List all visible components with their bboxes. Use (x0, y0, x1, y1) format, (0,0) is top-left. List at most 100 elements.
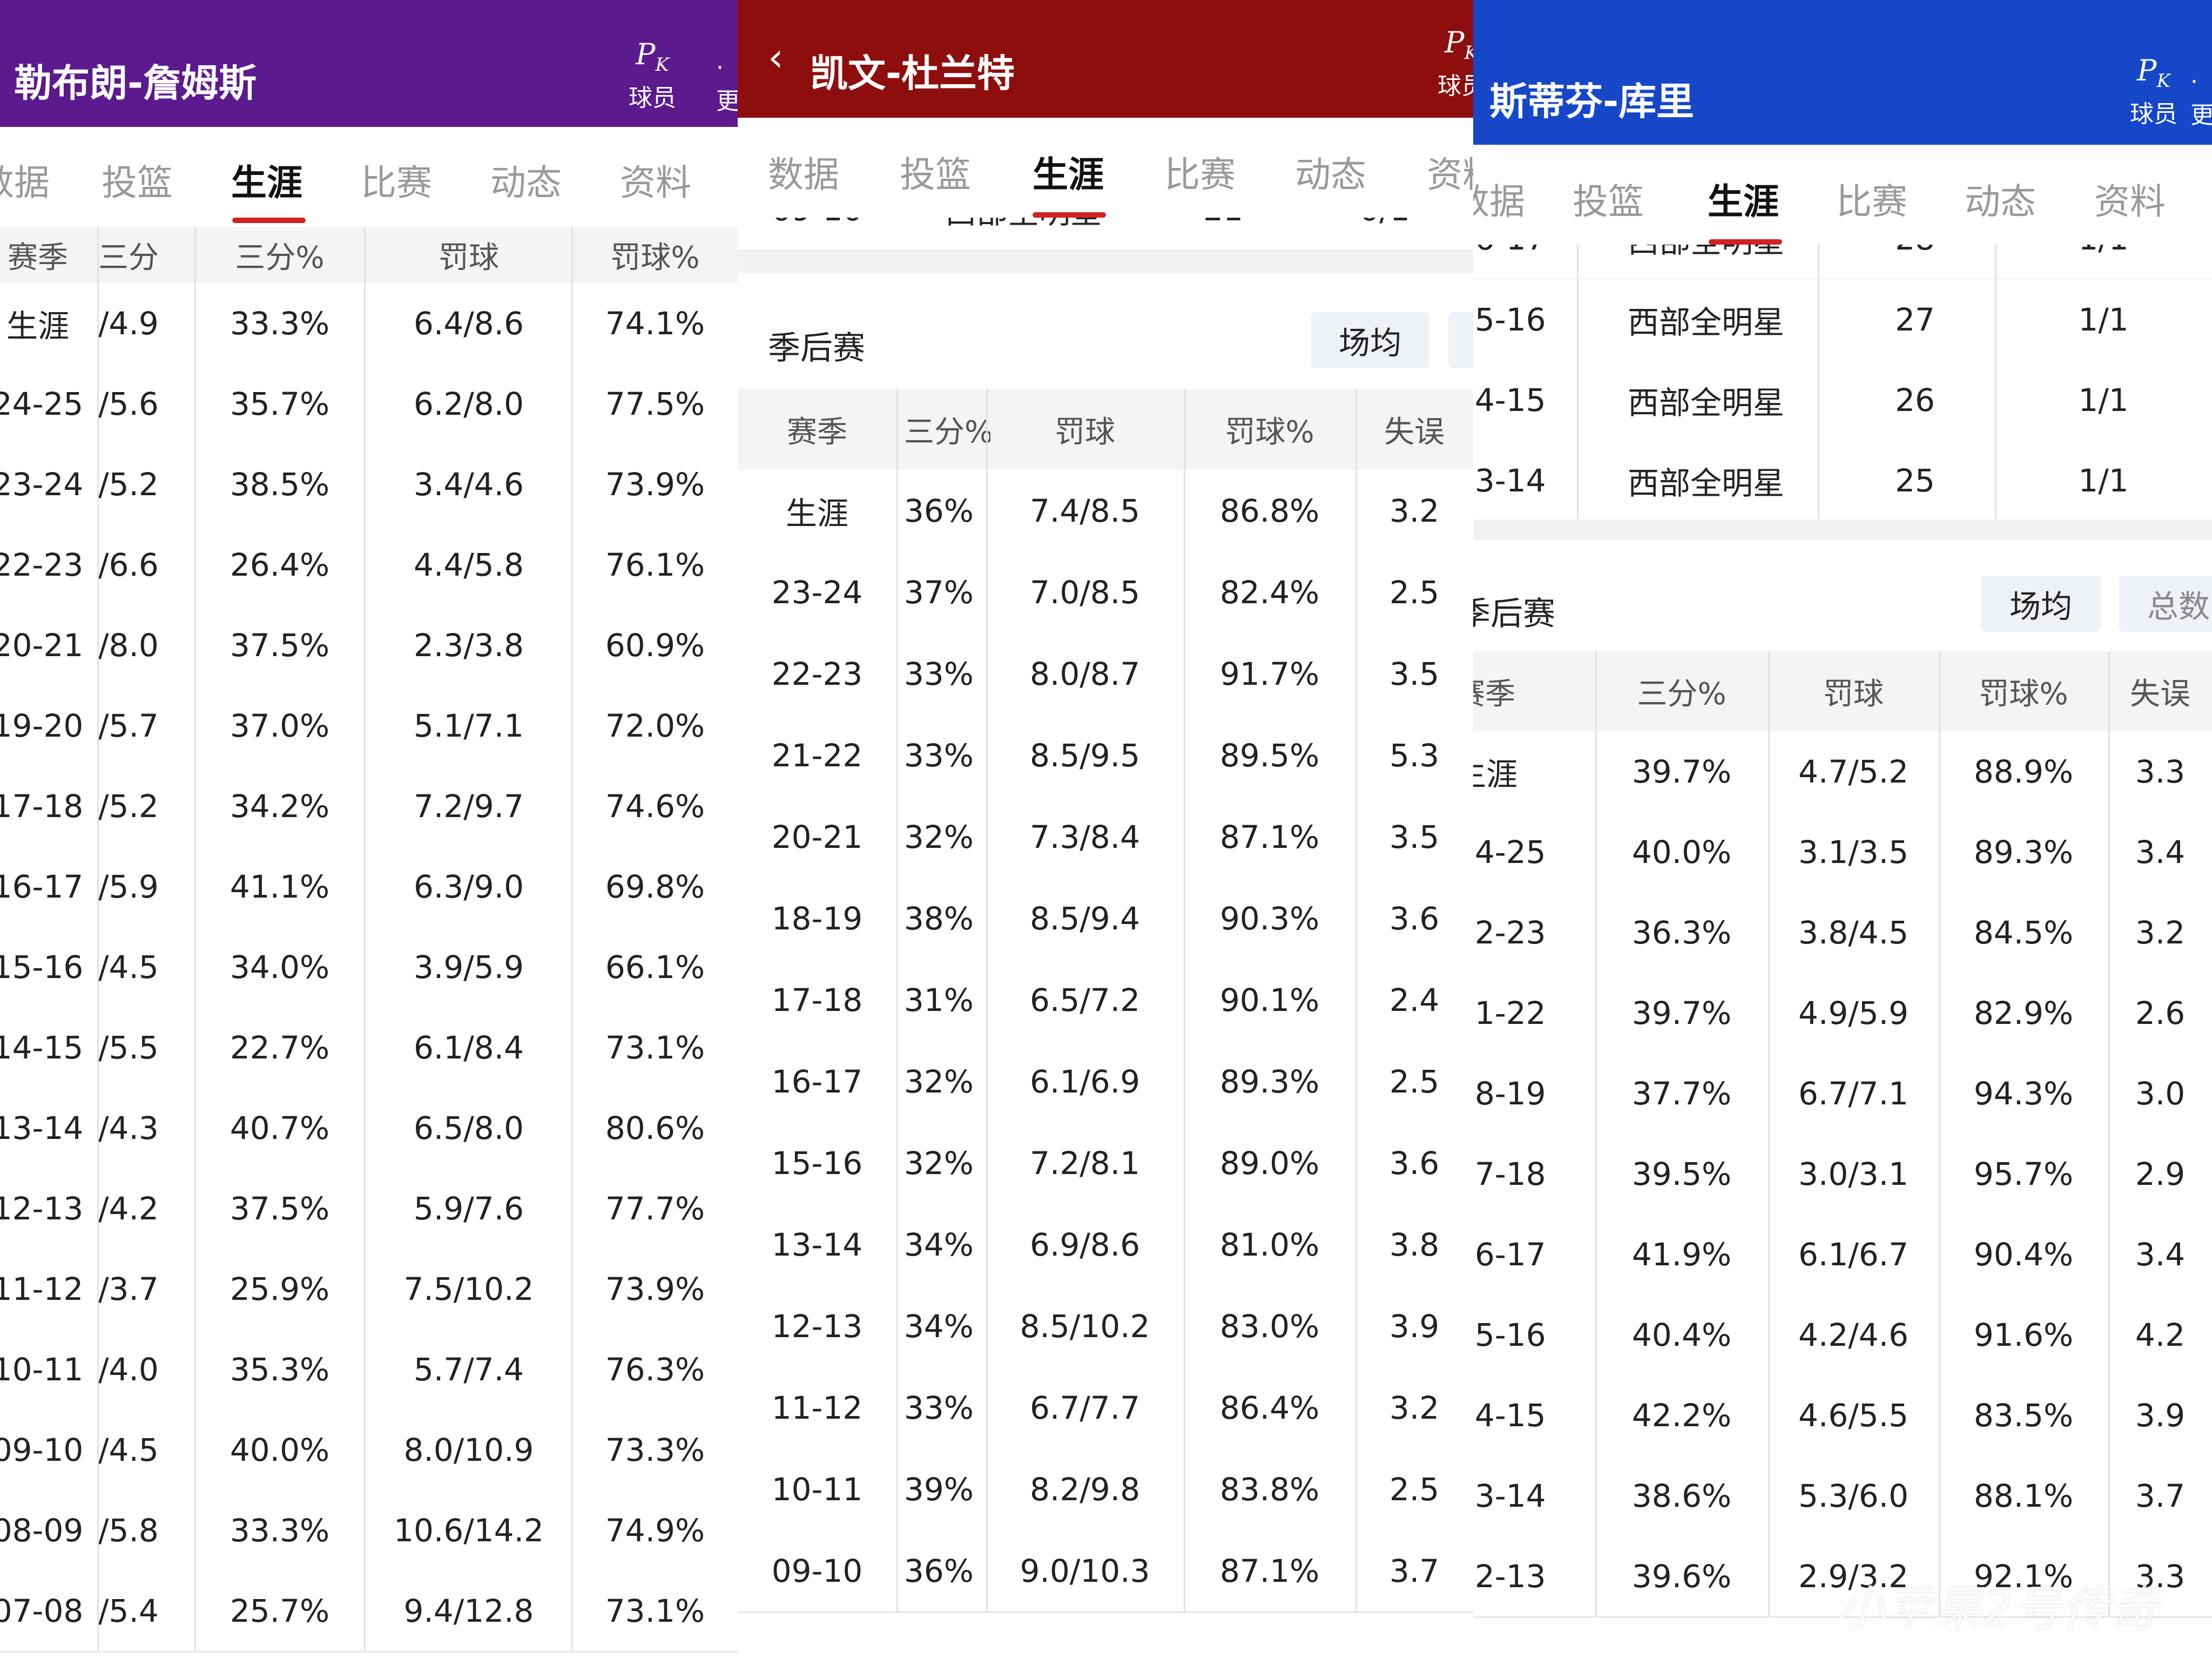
table-row[interactable]: 22-23 36.3% 3.8/4.5 84.5% 3.2 (1473, 892, 2212, 974)
table-row[interactable]: 07-08/5.4 25.7% 9.4/12.8 73.1% (0, 1570, 738, 1653)
table-row[interactable]: 09-10/4.5 40.0% 8.0/10.9 73.3% (0, 1410, 738, 1492)
table-row[interactable]: 12-13 34% 8.5/10.2 83.0% 3.9 (738, 1285, 1473, 1368)
tab-news[interactable]: 动态 (1965, 181, 2036, 222)
totals-chip[interactable]: 总数 (2119, 576, 2212, 632)
more-button[interactable]: · 更 (2190, 68, 2212, 130)
table-cell: 89.3% (1973, 833, 2074, 871)
tab-career[interactable]: 生涯 (1033, 154, 1104, 195)
table-cell: /5.5 (98, 1029, 159, 1066)
table-row[interactable]: 24-25/5.6 35.7% 6.2/8.0 77.5% (0, 363, 738, 446)
column-divider (1939, 651, 1940, 1616)
table-row[interactable]: 生涯/4.9 33.3% 6.4/8.6 74.1% (0, 283, 738, 365)
table-cell: 92.1% (1973, 1557, 2074, 1595)
table-cell: 4.7/5.2 (1798, 753, 1909, 790)
table-cell: 9.4/12.8 (403, 1592, 534, 1629)
table-header-row: 赛季 三分 三分% 罚球 罚球% (0, 227, 738, 283)
table-cell: /3.7 (98, 1270, 159, 1307)
tab-news[interactable]: 动态 (490, 162, 562, 204)
table-row[interactable]: 18-19 38% 8.5/9.4 90.3% 3.6 (738, 878, 1473, 961)
table-row[interactable]: 24-25 40.0% 3.1/3.5 89.3% 3.4 (1473, 812, 2212, 894)
allstar-row[interactable]: 14-15 西部全明星 26 1/1 (1473, 360, 2212, 442)
table-cell: 31% (904, 981, 974, 1019)
tab-profile[interactable]: 资料 (620, 162, 691, 204)
table-row[interactable]: 22-23/6.6 26.4% 4.4/5.8 76.1% (0, 524, 738, 606)
per-game-chip[interactable]: 场均 (1311, 312, 1429, 368)
table-row[interactable]: 生涯 39.7% 4.7/5.2 88.9% 3.3 (1473, 731, 2212, 813)
table-cell: 16-17 (1473, 1236, 1546, 1273)
table-row[interactable]: 11-12/3.7 25.9% 7.5/10.2 73.9% (0, 1249, 738, 1331)
more-button[interactable]: · 更 (716, 54, 738, 116)
table-row[interactable]: 11-12 33% 6.7/7.7 86.4% 3.2 (738, 1367, 1473, 1450)
totals-chip[interactable] (1448, 312, 1473, 368)
table-row[interactable]: 16-17 41.9% 6.1/6.7 90.4% 3.4 (1473, 1214, 2212, 1296)
table-cell: 17-18 (0, 787, 84, 825)
allstar-row[interactable]: 13-14 西部全明星 25 1/1 (1473, 440, 2212, 522)
pk-button[interactable]: PK 球员 (1429, 26, 1473, 103)
pk-button[interactable]: PK 球员 (2121, 54, 2186, 131)
table-cell: 21-22 (771, 737, 863, 774)
table-row[interactable]: 12-13/4.2 37.5% 5.9/7.6 77.7% (0, 1168, 738, 1250)
table-row[interactable]: 14-15/5.5 22.7% 6.1/8.4 73.1% (0, 1007, 738, 1089)
table-row[interactable]: 18-19 37.7% 6.7/7.1 94.3% 3.0 (1473, 1053, 2212, 1135)
pk-button[interactable]: PK 球员 (620, 38, 685, 115)
back-icon[interactable]: ‹ (768, 35, 784, 80)
table-row[interactable]: 17-18 39.5% 3.0/3.1 95.7% 2.9 (1473, 1134, 2212, 1216)
per-game-chip[interactable]: 场均 (1981, 576, 2101, 632)
allstar-row[interactable]: 15-16 西部全明星 27 1/1 (1473, 279, 2212, 361)
table-cell: 3.0 (2135, 1075, 2186, 1112)
table-row[interactable]: 09-10 36% 9.0/10.3 87.1% 3.7 (738, 1530, 1473, 1613)
table-cell: 5.3/6.0 (1798, 1477, 1909, 1514)
table-row[interactable]: 15-16 32% 7.2/8.1 89.0% 3.6 (738, 1122, 1473, 1205)
table-row[interactable]: 17-18 31% 6.5/7.2 90.1% 2.4 (738, 959, 1473, 1042)
table-row[interactable]: 生涯 36% 7.4/8.5 86.8% 3.2 (738, 470, 1473, 553)
tab-data[interactable]: 数据 (0, 162, 50, 204)
table-row[interactable]: 16-17/5.9 41.1% 6.3/9.0 69.8% (0, 846, 738, 928)
table-cell: 21-22 (1473, 994, 1546, 1031)
tab-games[interactable]: 比赛 (361, 162, 432, 204)
table-cell: 32% (904, 1063, 974, 1100)
allstar-row[interactable]: 16-17西部全明星281/1 (1473, 245, 2212, 279)
table-row[interactable]: 23-24/5.2 38.5% 3.4/4.6 73.9% (0, 444, 738, 526)
table-cell: 23-24 (771, 574, 863, 611)
tab-shooting[interactable]: 投篮 (900, 154, 971, 195)
table-row[interactable]: 17-18/5.2 34.2% 7.2/9.7 74.6% (0, 766, 738, 848)
tab-shooting[interactable]: 投篮 (1573, 181, 1644, 222)
tab-data[interactable]: 数据 (1473, 181, 1525, 222)
table-row[interactable]: 10-11 39% 8.2/9.8 83.8% 2.5 (738, 1448, 1473, 1532)
table-row[interactable]: 13-14 34% 6.9/8.6 81.0% 3.8 (738, 1204, 1473, 1287)
table-row[interactable]: 12-13 39.6% 2.9/3.2 92.1% 3.3 (1473, 1536, 2212, 1618)
tab-shooting[interactable]: 投篮 (102, 162, 173, 204)
table-row[interactable]: 20-21/8.0 37.5% 2.3/3.8 60.9% (0, 605, 738, 687)
table-row[interactable]: 13-14/4.3 40.7% 6.5/8.0 80.6% (0, 1088, 738, 1170)
table-row[interactable]: 21-22 33% 8.5/9.5 89.5% 5.3 (738, 714, 1473, 798)
table-row[interactable]: 21-22 39.7% 4.9/5.9 82.9% 2.6 (1473, 973, 2212, 1055)
table-row[interactable]: 15-16/4.5 34.0% 3.9/5.9 66.1% (0, 927, 738, 1009)
tab-career[interactable]: 生涯 (1708, 181, 1779, 222)
table-row[interactable]: 14-15 42.2% 4.6/5.5 83.5% 3.9 (1473, 1375, 2212, 1457)
tab-games[interactable]: 比赛 (1164, 154, 1236, 195)
tab-career[interactable]: 生涯 (231, 162, 302, 204)
table-cell: 3.3 (2135, 753, 2186, 790)
tab-profile[interactable]: 资料 (2094, 181, 2166, 222)
table-cell: 35.3% (230, 1351, 330, 1388)
tab-data[interactable]: 数据 (768, 154, 839, 195)
tab-active-indicator (1709, 239, 1782, 245)
table-cell: 3.1/3.5 (1798, 833, 1909, 871)
table-cell: 36.3% (1631, 914, 1732, 951)
tab-news[interactable]: 动态 (1295, 154, 1366, 195)
table-row[interactable]: 13-14 38.6% 5.3/6.0 88.1% 3.7 (1473, 1455, 2212, 1537)
table-row[interactable]: 23-24 37% 7.0/8.5 82.4% 2.5 (738, 551, 1473, 635)
table-row[interactable]: 16-17 32% 6.1/6.9 89.3% 2.5 (738, 1041, 1473, 1124)
table-cell: 16-17 (771, 1063, 863, 1100)
tab-profile[interactable]: 资料 (1427, 154, 1473, 195)
table-cell: 90.4% (1973, 1236, 2074, 1273)
table-row[interactable]: 15-16 40.4% 4.2/4.6 91.6% 4.2 (1473, 1294, 2212, 1377)
table-row[interactable]: 20-21 32% 7.3/8.4 87.1% 3.5 (738, 796, 1473, 879)
tab-games[interactable]: 比赛 (1836, 181, 1907, 222)
table-row[interactable]: 22-23 33% 8.0/8.7 91.7% 3.5 (738, 633, 1473, 716)
table-cell: 33% (904, 737, 974, 774)
header-bar: ‹ 凯文-杜兰特 PK 球员 (738, 0, 1473, 118)
table-row[interactable]: 08-09/5.8 33.3% 10.6/14.2 74.9% (0, 1490, 738, 1572)
table-row[interactable]: 10-11/4.0 35.3% 5.7/7.4 76.3% (0, 1329, 738, 1411)
table-row[interactable]: 19-20/5.7 37.0% 5.1/7.1 72.0% (0, 685, 738, 767)
